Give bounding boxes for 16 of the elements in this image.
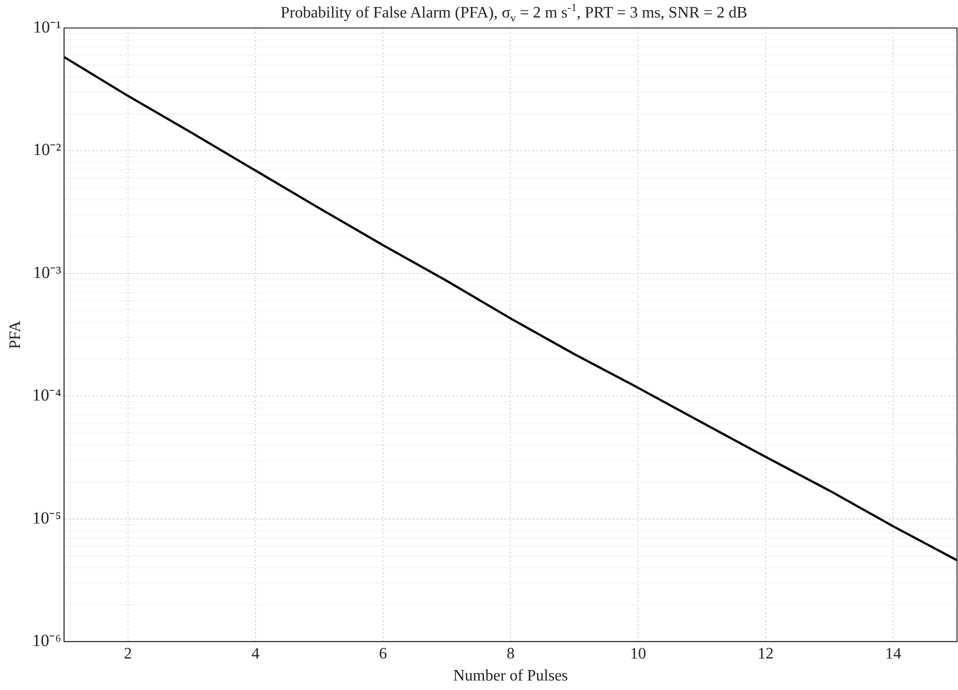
y-axis-title: PFA bbox=[6, 320, 24, 349]
y-tick-label: 10⁻⁶ bbox=[32, 631, 62, 650]
x-axis-title: Number of Pulses bbox=[453, 668, 568, 685]
y-tick-label: 10⁻⁴ bbox=[32, 386, 62, 405]
x-tick-label: 4 bbox=[251, 645, 260, 662]
x-tick-label: 10 bbox=[630, 645, 646, 662]
y-tick-label: 10⁻¹ bbox=[33, 17, 62, 36]
y-tick-label: 10⁻⁵ bbox=[32, 508, 62, 528]
y-tick-label: 10⁻² bbox=[33, 140, 62, 160]
x-tick-label: 6 bbox=[379, 645, 388, 662]
x-tick-label: 8 bbox=[506, 645, 515, 662]
x-tick-label: 2 bbox=[124, 645, 132, 662]
x-tick-label: 12 bbox=[758, 645, 774, 662]
y-tick-label: 10⁻³ bbox=[33, 262, 62, 282]
chart-title: Probability of False Alarm (PFA), σ$_{v}$ = 2 m s$^{-1}$, PRT = 3 ms, SNR = 2 dB bbox=[280, 2, 748, 25]
x-tick-label: 14 bbox=[885, 645, 902, 662]
